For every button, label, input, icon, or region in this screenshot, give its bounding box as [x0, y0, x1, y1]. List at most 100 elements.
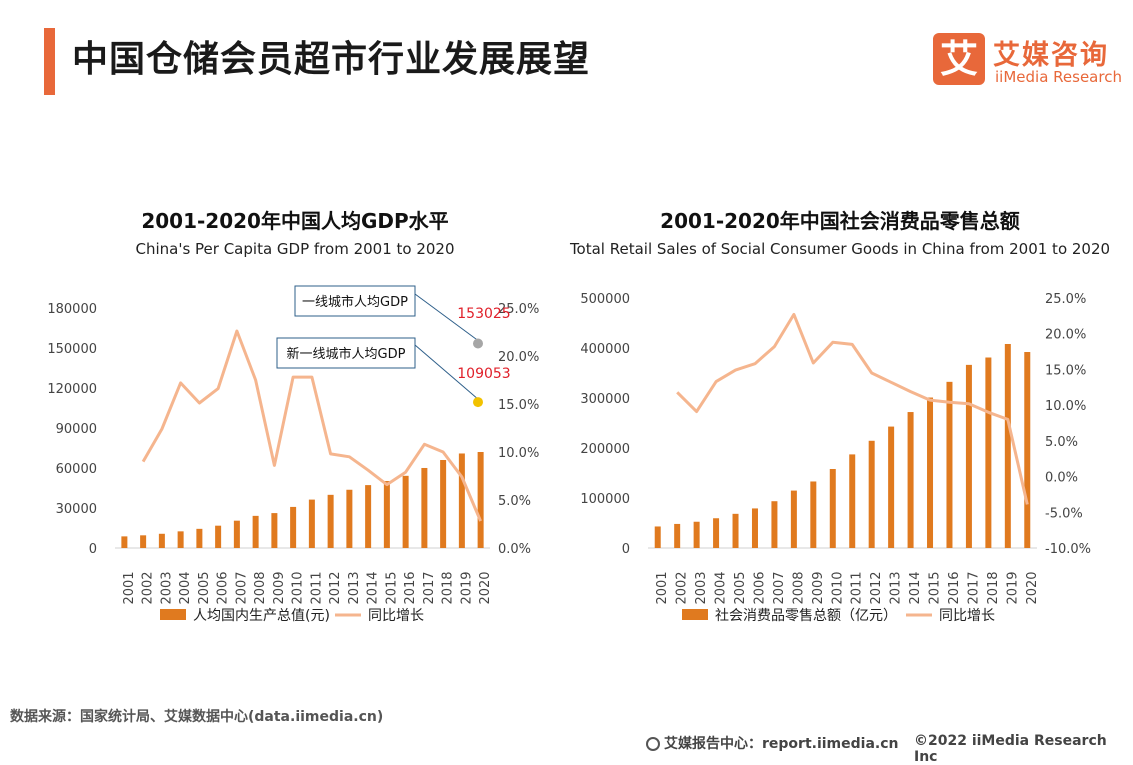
chart1-y2tick: 15.0%	[498, 398, 539, 413]
chart2-bar	[1024, 352, 1031, 548]
chart1-bar	[458, 453, 465, 548]
chart1-xtick: 2018	[441, 571, 456, 604]
chart2-ytick: 300000	[580, 392, 630, 407]
chart2-xtick: 2014	[908, 571, 923, 604]
chart2-xtick: 2010	[830, 571, 845, 604]
chart2-xtick: 2009	[811, 571, 826, 604]
annotation-leader	[414, 293, 479, 341]
chart2-title: 2001-2020年中国社会消费品零售总额	[660, 209, 1020, 233]
chart1-xtick: 2014	[366, 571, 381, 604]
annotation-box	[276, 337, 416, 369]
chart2-bar	[888, 426, 895, 548]
chart2-xtick: 2004	[714, 571, 729, 604]
chart2-y2tick: -5.0%	[1045, 506, 1083, 521]
chart2-ytick: 400000	[580, 342, 630, 357]
chart1-xtick: 2016	[403, 571, 418, 604]
chart2-xtick: 2017	[966, 571, 981, 604]
chart2-ytick: 500000	[580, 292, 630, 307]
chart1-bar	[421, 467, 428, 548]
chart1-subtitle: China's Per Capita GDP from 2001 to 2020	[135, 240, 455, 258]
annotation-point	[473, 338, 483, 349]
chart2-xtick: 2002	[675, 571, 690, 604]
chart1-bar	[158, 533, 165, 548]
chart2-xtick: 2006	[752, 571, 767, 604]
chart2-bar	[829, 468, 836, 548]
chart1-y2tick: 25.0%	[498, 302, 539, 317]
chart2-bar	[654, 526, 661, 548]
chart1-xtick: 2005	[197, 571, 212, 604]
chart2-xtick: 2018	[986, 571, 1001, 604]
annotation-value: 109053	[457, 366, 510, 382]
annotation-label: 新一线城市人均GDP	[287, 346, 406, 362]
chart1-xtick: 2007	[234, 571, 249, 604]
chart2-xtick: 2019	[1005, 571, 1020, 604]
chart2-retail: 0 100000 200000 300000 400000 500000 -10.0% -5.…	[580, 292, 1091, 624]
chart2-ytick: 0	[622, 542, 630, 557]
chart1-xtick: 2009	[272, 571, 287, 604]
title-accent-bar	[44, 28, 55, 95]
chart2-ytick: 200000	[580, 442, 630, 457]
chart1-bar	[271, 513, 278, 548]
chart2-bar	[810, 481, 817, 548]
chart1-ytick: 30000	[56, 502, 97, 517]
logo-en-text: iiMedia Research	[995, 68, 1122, 86]
chart2-ytick: 100000	[580, 492, 630, 507]
footer-copyright: ©2022 iiMedia Research Inc	[914, 733, 1107, 765]
chart2-bar	[927, 397, 934, 548]
chart2-legend-bar-label: 社会消费品零售总额（亿元）	[715, 608, 897, 624]
chart2-bar	[1004, 343, 1011, 548]
data-source: 数据来源：国家统计局、艾媒数据中心(data.iimedia.cn)	[10, 709, 384, 725]
chart1-legend-bar-label: 人均国内生产总值(元)	[193, 608, 330, 624]
chart1-bar	[121, 536, 128, 548]
chart1-bar	[177, 531, 184, 548]
logo-cn-text: 艾媒咨询	[993, 40, 1109, 71]
chart1-bar	[327, 494, 334, 548]
chart2-subtitle: Total Retail Sales of Social Consumer Go…	[569, 240, 1111, 258]
chart1-bar	[196, 528, 203, 548]
logo-mark: 艾	[933, 33, 985, 85]
chart1-y2tick: 5.0%	[498, 494, 531, 509]
chart2-bar	[732, 513, 739, 548]
chart2-bar	[965, 364, 972, 548]
chart2-xtick: 2001	[655, 571, 670, 604]
chart2-bar	[849, 454, 856, 548]
chart1-bar	[290, 506, 297, 548]
chart2-bar	[985, 357, 992, 548]
annotation-leader	[414, 344, 479, 400]
chart1-ytick: 120000	[47, 382, 97, 397]
annotation-label: 一线城市人均GDP	[302, 294, 408, 310]
chart1-bar	[215, 525, 222, 548]
chart1-bar	[365, 485, 372, 548]
chart2-y2tick: 10.0%	[1045, 399, 1086, 414]
chart2-bar	[790, 490, 797, 548]
page-title: 中国仓储会员超市行业发展展望	[72, 39, 591, 80]
chart1-legend-line-label: 同比增长	[368, 608, 424, 624]
chart1-growth-line	[141, 329, 482, 522]
chart2-bar	[868, 440, 875, 548]
chart1-xtick: 2010	[291, 571, 306, 604]
chart2-xtick: 2007	[772, 571, 787, 604]
chart1-bar	[346, 489, 353, 548]
chart1-xtick: 2001	[122, 571, 137, 604]
chart1-xtick: 2019	[459, 571, 474, 604]
chart1-ytick: 150000	[47, 342, 97, 357]
chart2-y2tick: 20.0%	[1045, 328, 1086, 343]
chart1-title: 2001-2020年中国人均GDP水平	[141, 209, 449, 233]
chart2-xtick: 2020	[1025, 571, 1040, 604]
chart2-bar	[751, 508, 758, 548]
chart2-y2tick: 25.0%	[1045, 292, 1086, 307]
annotation-box	[294, 285, 416, 317]
chart2-xtick: 2013	[889, 571, 904, 604]
chart1-xtick: 2015	[384, 571, 399, 604]
chart2-legend-line-label: 同比增长	[939, 608, 995, 624]
chart1-bar	[383, 481, 390, 548]
chart2-bar	[946, 381, 953, 548]
chart2-bar	[771, 501, 778, 548]
chart1-xtick: 2017	[422, 571, 437, 604]
globe-icon	[646, 737, 660, 751]
chart2-legend-bar-swatch	[682, 609, 708, 620]
chart2-y2tick: 0.0%	[1045, 471, 1078, 486]
chart2-xtick: 2015	[928, 571, 943, 604]
chart1-bar	[140, 535, 147, 548]
chart2-bar	[713, 518, 720, 548]
